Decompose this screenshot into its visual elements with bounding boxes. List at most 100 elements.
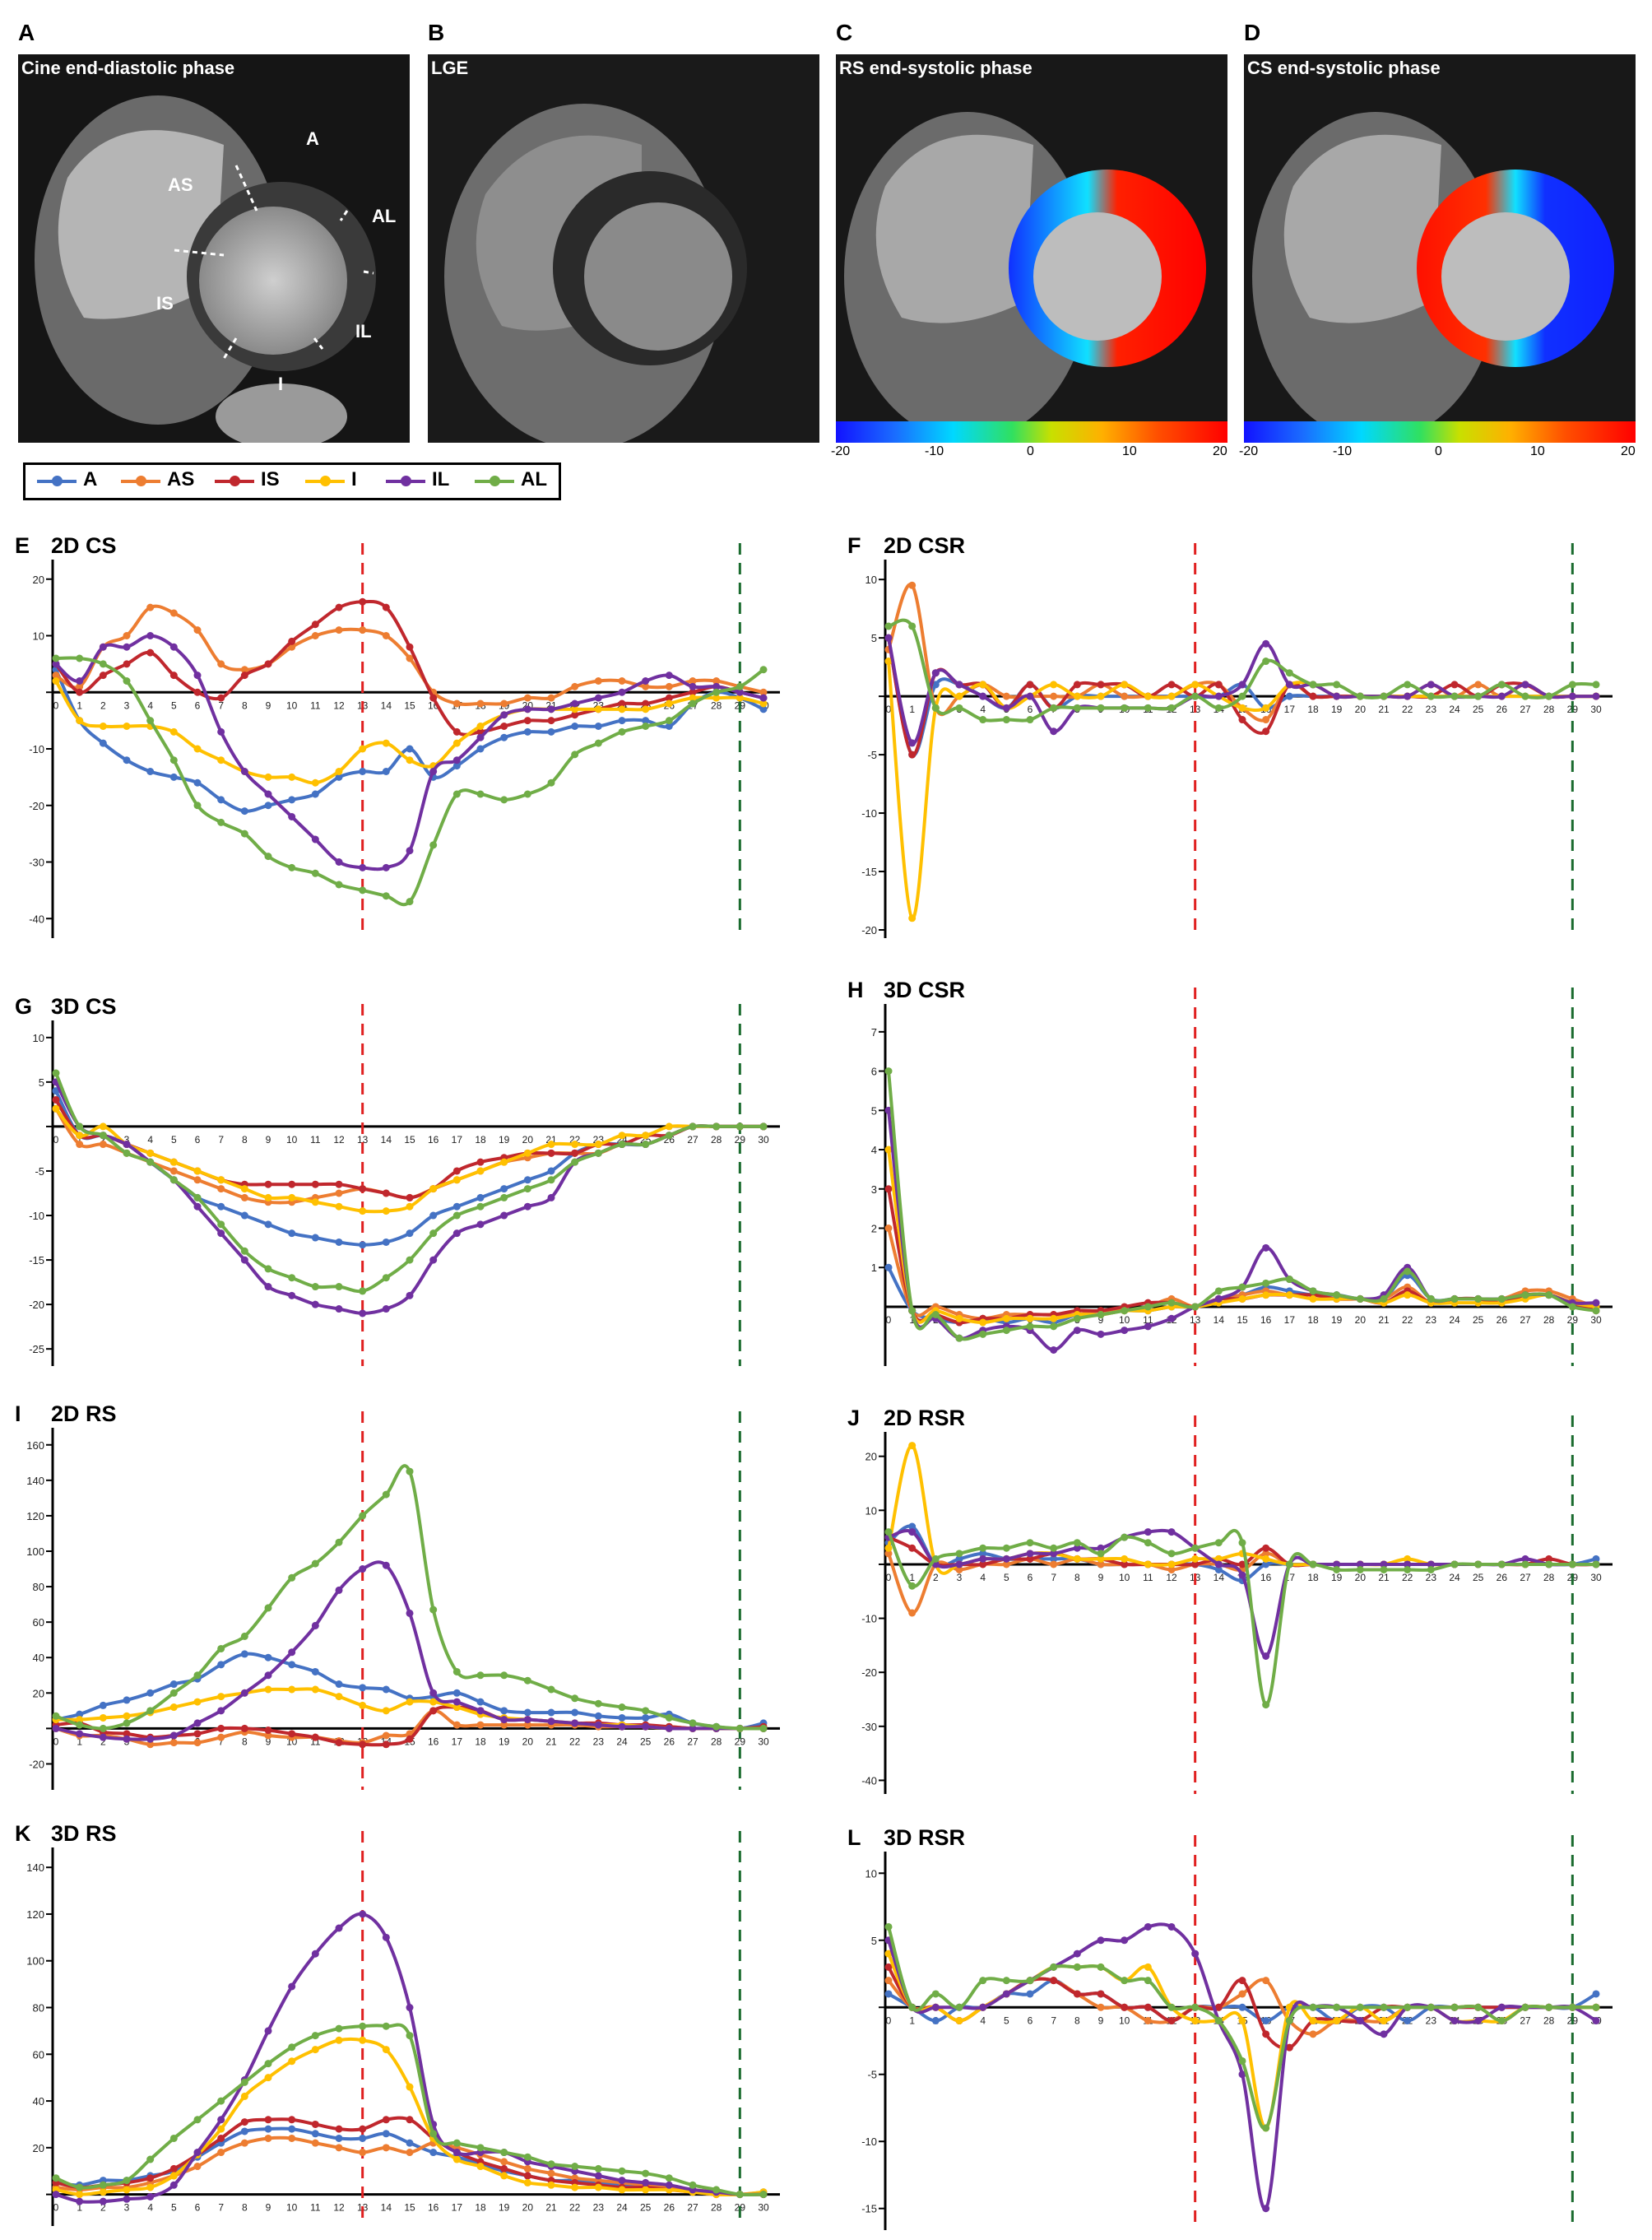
data-point-al — [1333, 1566, 1341, 1573]
data-point-a — [193, 778, 202, 787]
data-point-i — [76, 717, 84, 725]
data-point-il — [406, 1291, 414, 1299]
data-point-al — [311, 1283, 319, 1291]
data-point-a — [1262, 2017, 1270, 2025]
data-point-il — [1002, 1555, 1010, 1563]
chart-letter: I — [15, 1401, 21, 1426]
data-point-is — [335, 603, 343, 611]
data-point-al — [955, 2003, 963, 2011]
x-tick-label: 4 — [980, 704, 986, 715]
x-tick-label: 30 — [1590, 1572, 1602, 1583]
data-point-i — [123, 723, 131, 730]
data-point-i — [1121, 1555, 1129, 1563]
data-point-as — [1262, 1977, 1270, 1985]
data-point-as — [665, 682, 673, 690]
x-tick-label: 23 — [1426, 2015, 1437, 2026]
data-point-i — [642, 1132, 650, 1140]
x-tick-label: 23 — [593, 2202, 605, 2214]
series-line-il — [887, 1922, 1598, 2210]
data-point-il — [1262, 639, 1270, 648]
data-point-is — [311, 620, 319, 629]
data-point-al — [406, 1256, 414, 1264]
data-point-al — [311, 869, 319, 877]
data-point-i — [689, 694, 697, 702]
data-point-al — [1073, 1539, 1081, 1547]
x-tick-label: 16 — [428, 1134, 439, 1146]
data-point-il — [1592, 2017, 1600, 2025]
data-point-al — [594, 2164, 602, 2173]
data-point-a — [217, 796, 225, 804]
data-point-i — [382, 739, 390, 747]
data-point-i — [264, 1193, 272, 1201]
x-tick-label: 2 — [100, 1134, 106, 1146]
data-point-i — [359, 2036, 367, 2044]
data-point-a — [500, 1707, 508, 1715]
x-tick-label: 26 — [1497, 704, 1508, 715]
data-point-as — [406, 2149, 414, 2157]
data-point-is — [571, 1149, 579, 1157]
data-point-i — [99, 1713, 107, 1722]
x-tick-label: 1 — [909, 2015, 915, 2026]
data-point-il — [264, 1671, 272, 1680]
x-tick-label: 12 — [333, 699, 345, 711]
x-tick-label: 7 — [1051, 2015, 1056, 2026]
data-point-a — [1262, 1560, 1270, 1568]
data-point-is — [382, 603, 390, 611]
data-point-al — [429, 1606, 438, 1614]
data-point-is — [429, 694, 438, 702]
series-line-is — [54, 600, 764, 737]
x-tick-label: 16 — [1260, 1314, 1272, 1326]
data-point-i — [169, 2172, 178, 2180]
data-point-il — [311, 1621, 319, 1629]
y-tick-label: 100 — [26, 1545, 44, 1558]
data-point-is — [523, 2172, 531, 2180]
data-point-al — [169, 756, 178, 764]
x-tick-label: 29 — [735, 1736, 746, 1747]
data-point-as — [76, 682, 84, 690]
data-point-as — [884, 1550, 893, 1558]
data-point-al — [689, 699, 697, 708]
y-tick-label: 5 — [39, 1076, 44, 1089]
data-point-il — [1380, 2030, 1388, 2038]
data-point-is — [146, 2174, 155, 2182]
data-point-al — [500, 1671, 508, 1680]
data-point-al — [1592, 1560, 1600, 1568]
data-point-i — [523, 2178, 531, 2187]
rs-colorbar-tick: 10 — [1122, 444, 1137, 458]
data-point-i — [311, 1198, 319, 1206]
data-point-il — [335, 1586, 343, 1594]
data-point-il — [979, 2003, 987, 2011]
data-point-il — [359, 863, 367, 871]
x-tick-label: 29 — [735, 1134, 746, 1146]
x-tick-label: 15 — [404, 699, 415, 711]
data-point-al — [594, 1149, 602, 1157]
data-point-is — [288, 1730, 296, 1738]
data-point-i — [1002, 1314, 1010, 1322]
data-point-i — [169, 1158, 178, 1166]
legend-swatch-dot — [136, 476, 146, 486]
data-point-al — [1121, 1977, 1129, 1985]
data-point-a — [240, 1650, 248, 1658]
y-tick-label: 140 — [26, 1861, 44, 1874]
data-point-il — [547, 1717, 555, 1726]
data-point-a — [452, 1202, 461, 1211]
data-point-i — [217, 1176, 225, 1184]
data-point-as — [642, 682, 650, 690]
data-point-as — [240, 2139, 248, 2147]
data-point-i — [759, 699, 768, 708]
data-point-i — [618, 2186, 626, 2194]
data-point-as — [311, 2139, 319, 2147]
data-point-a — [217, 1661, 225, 1669]
y-tick-label: -20 — [29, 1299, 44, 1311]
x-tick-label: 19 — [499, 1134, 510, 1146]
data-point-al — [1380, 1294, 1388, 1303]
data-point-a — [476, 1193, 485, 1201]
data-point-il — [908, 1528, 916, 1536]
data-point-al — [240, 1247, 248, 1255]
data-point-i — [52, 1104, 60, 1113]
data-point-as — [217, 660, 225, 668]
data-point-al — [884, 1067, 893, 1076]
data-point-al — [359, 886, 367, 895]
x-tick-label: 6 — [195, 2202, 201, 2214]
data-point-al — [1592, 1307, 1600, 1315]
